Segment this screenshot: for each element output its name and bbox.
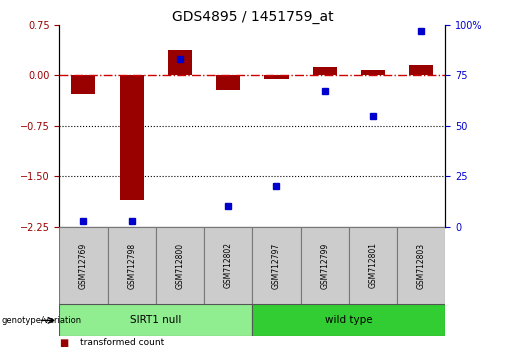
Bar: [119, 75, 144, 200]
Bar: [71, 75, 95, 94]
Text: wild type: wild type: [325, 315, 373, 325]
Bar: [156, 227, 204, 304]
Bar: [216, 75, 241, 90]
Bar: [264, 75, 288, 79]
Text: GSM712799: GSM712799: [320, 242, 329, 289]
Text: GSM712801: GSM712801: [369, 242, 377, 289]
Text: GSM712797: GSM712797: [272, 242, 281, 289]
Title: GDS4895 / 1451759_at: GDS4895 / 1451759_at: [171, 10, 333, 24]
Bar: [361, 70, 385, 75]
Text: SIRT1 null: SIRT1 null: [130, 315, 181, 325]
Bar: [168, 50, 192, 75]
Text: GSM712803: GSM712803: [417, 242, 426, 289]
Text: GSM712798: GSM712798: [127, 242, 136, 289]
Bar: [397, 227, 445, 304]
Bar: [349, 227, 397, 304]
Bar: [252, 227, 301, 304]
Text: genotype/variation: genotype/variation: [1, 316, 81, 325]
Bar: [108, 227, 156, 304]
Bar: [301, 227, 349, 304]
Bar: [204, 227, 252, 304]
Text: transformed count: transformed count: [80, 338, 164, 347]
Bar: [252, 304, 445, 336]
Text: GSM712802: GSM712802: [224, 242, 233, 289]
Text: ■: ■: [59, 338, 68, 348]
Bar: [313, 67, 337, 75]
Bar: [59, 304, 252, 336]
Bar: [59, 227, 108, 304]
Bar: [409, 65, 434, 75]
Text: GSM712800: GSM712800: [176, 242, 184, 289]
Text: GSM712769: GSM712769: [79, 242, 88, 289]
